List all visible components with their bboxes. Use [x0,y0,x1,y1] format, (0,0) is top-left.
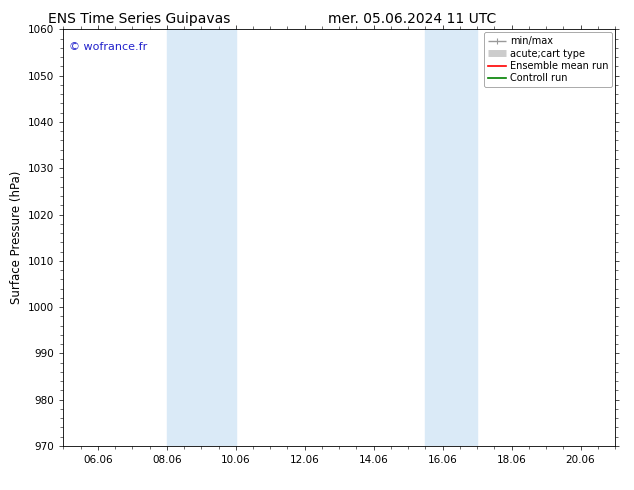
Legend: min/max, acute;cart type, Ensemble mean run, Controll run: min/max, acute;cart type, Ensemble mean … [484,32,612,87]
Y-axis label: Surface Pressure (hPa): Surface Pressure (hPa) [10,171,23,304]
Text: © wofrance.fr: © wofrance.fr [69,42,147,52]
Text: ENS Time Series Guipavas: ENS Time Series Guipavas [48,12,231,26]
Text: mer. 05.06.2024 11 UTC: mer. 05.06.2024 11 UTC [328,12,496,26]
Bar [425,29,477,446]
Bar [167,29,236,446]
